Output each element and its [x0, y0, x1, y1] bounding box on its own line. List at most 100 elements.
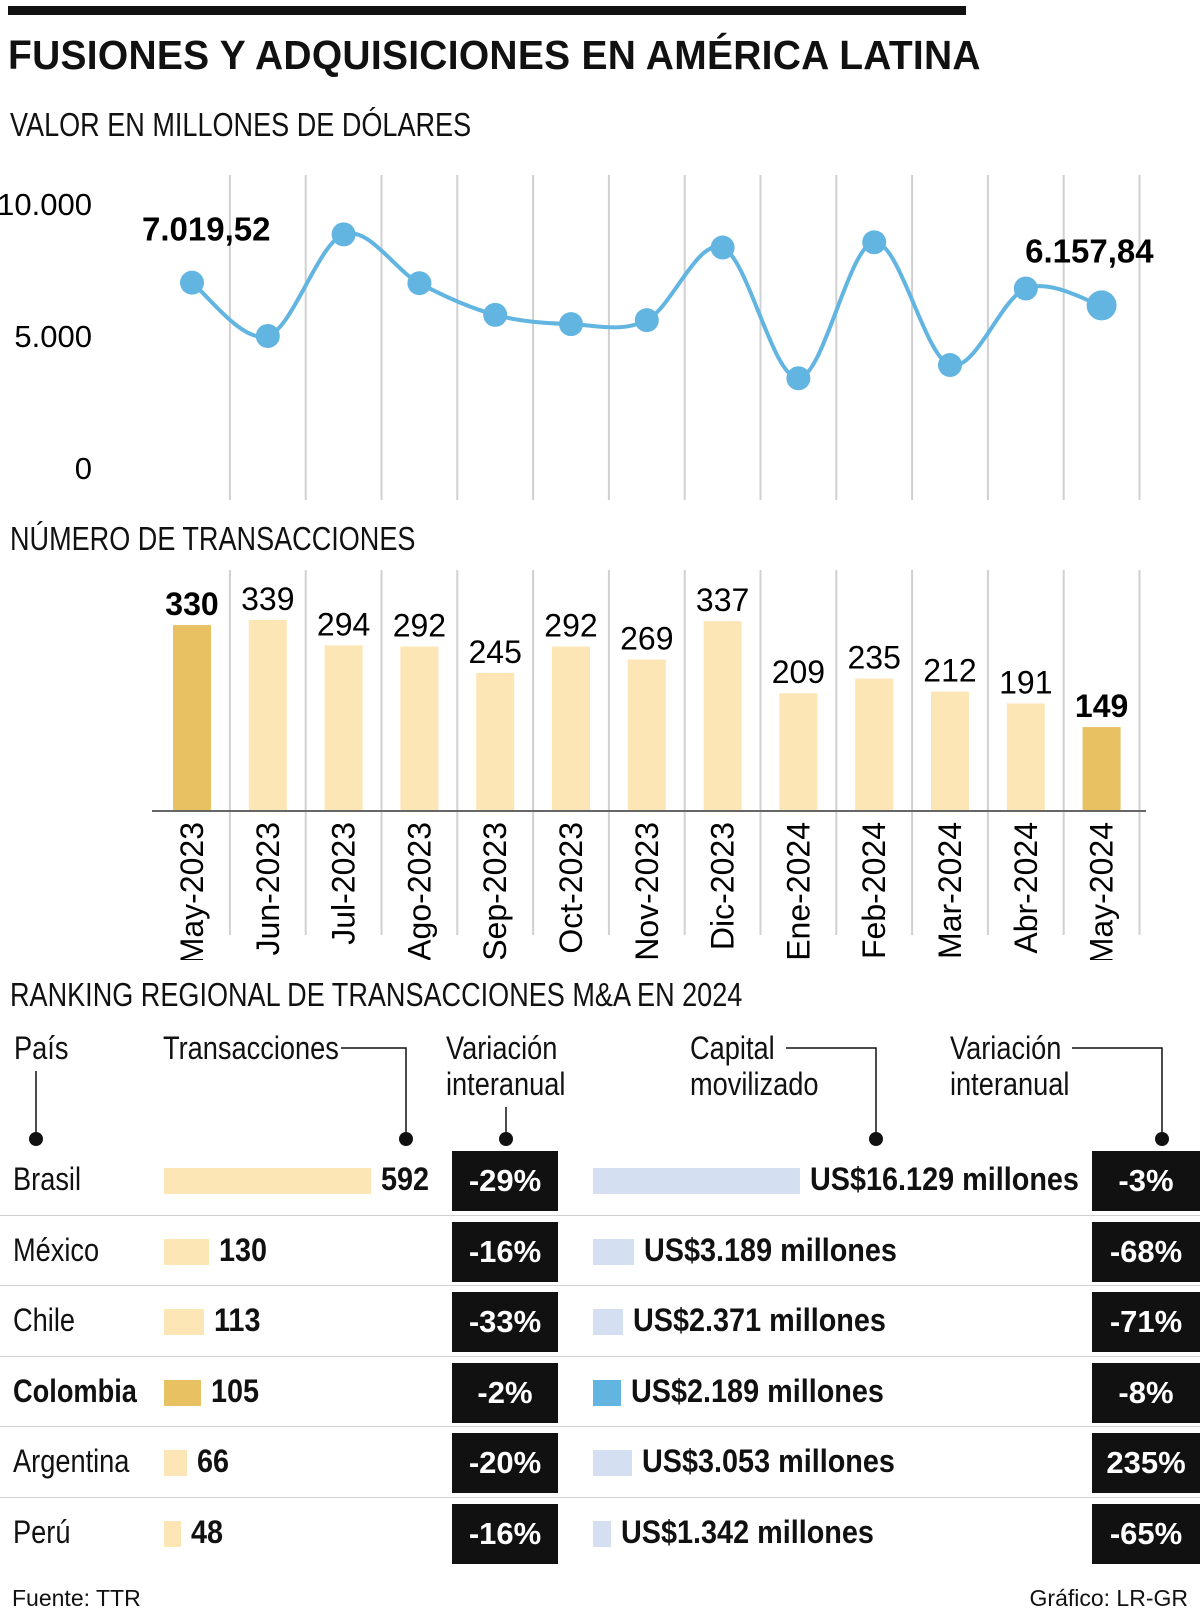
ranking-title: RANKING REGIONAL DE TRANSACCIONES M&A EN…: [10, 976, 743, 1013]
bar-value-label: 292: [544, 607, 597, 643]
bar: [627, 659, 666, 811]
row-divider: [0, 1497, 1200, 1498]
row-divider: [0, 1426, 1200, 1428]
row-divider: [0, 1285, 1200, 1287]
header-transacciones: Transacciones: [163, 1030, 339, 1066]
bar: [1082, 727, 1121, 811]
variation-badge: -2%: [452, 1362, 558, 1423]
bar-value-label: 330: [165, 586, 218, 622]
transactions-bar: [164, 1238, 210, 1265]
x-tick-label: Mar-2024: [932, 822, 968, 959]
bar-value-label: 209: [772, 654, 825, 690]
variation-badge: -68%: [1092, 1221, 1200, 1282]
x-tick-label: Dic-2023: [705, 822, 741, 950]
transactions-bar: [164, 1379, 201, 1406]
bar-value-label: 269: [620, 620, 673, 656]
ranking-connectors: [29, 1047, 1169, 1146]
capital-bar: [593, 1379, 622, 1406]
x-tick-label: Ene-2024: [780, 822, 816, 960]
variation-badge: -71%: [1092, 1292, 1200, 1353]
bar: [855, 678, 894, 811]
line-point: [483, 302, 508, 327]
dot-var2: [1155, 1132, 1169, 1146]
x-tick-label: May-2024: [1084, 822, 1120, 960]
bar: [248, 620, 287, 811]
x-tick-label: Feb-2024: [856, 822, 892, 959]
bar: [476, 672, 515, 811]
dot-var1: [499, 1132, 513, 1146]
credit-note: Gráfico: LR-GR: [1029, 1585, 1188, 1611]
line-point: [634, 308, 659, 333]
transactions-bar: [164, 1521, 181, 1547]
bar: [1006, 703, 1045, 811]
bar-value-label: 294: [317, 606, 370, 642]
bar: [324, 645, 363, 811]
transactions-bar: [164, 1168, 371, 1194]
transactions-value: 48: [190, 1514, 223, 1550]
transactions-value: 113: [213, 1302, 260, 1339]
country-name: Argentina: [13, 1443, 130, 1480]
country-name: Perú: [13, 1514, 71, 1550]
header-variacion-2: Variación interanual: [950, 1030, 1070, 1102]
series-line: [190, 231, 1103, 381]
header-pais: País: [14, 1030, 69, 1066]
variation-badge: -65%: [1092, 1504, 1200, 1564]
capital-value: US$2.189 millones: [631, 1372, 885, 1409]
capital-bar: [593, 1238, 634, 1265]
dot-pais: [29, 1132, 43, 1146]
line-chart-title: VALOR EN MILLONES DE DÓLARES: [10, 106, 472, 143]
bar: [931, 691, 969, 811]
x-tick-label: Oct-2023: [553, 822, 589, 954]
variation-badge: -33%: [452, 1292, 558, 1353]
y-tick-label: 10.000: [0, 187, 92, 222]
dot-transacciones: [399, 1132, 413, 1146]
bar: [400, 646, 439, 811]
bar: [173, 625, 211, 811]
line-point: [862, 230, 887, 255]
variation-badge: -29%: [452, 1151, 558, 1211]
transactions-bar: [164, 1450, 188, 1477]
country-name: Brasil: [13, 1161, 82, 1197]
capital-bar: [593, 1450, 633, 1477]
transactions-value: 105: [210, 1372, 259, 1409]
bar-value-label: 191: [999, 664, 1052, 700]
x-tick-label: Jul-2023: [326, 822, 362, 945]
line-point: [1013, 276, 1038, 301]
transactions-value: 130: [219, 1231, 268, 1268]
transactions-value: 66: [197, 1443, 230, 1480]
bar: [703, 621, 742, 811]
y-tick-label: 5.000: [14, 319, 92, 354]
transactions-value: 592: [381, 1161, 430, 1197]
country-name: Chile: [13, 1302, 75, 1339]
data-label-last: 6.157,84: [1025, 232, 1154, 269]
line-chart: 10.000 5.000 0 7.019,52 6.157,84: [0, 175, 1154, 500]
capital-value: US$3.053 millones: [642, 1443, 896, 1480]
line-point: [559, 312, 583, 337]
bar: [779, 693, 818, 811]
capital-bar: [593, 1521, 611, 1547]
header-capital: Capital movilizado: [690, 1030, 819, 1102]
line-point: [331, 222, 356, 247]
bar-value-label: 235: [848, 640, 901, 676]
capital-value: US$1.342 millones: [621, 1514, 874, 1550]
bar: [552, 646, 590, 811]
x-tick-label: Jun-2023: [250, 822, 286, 955]
line-point: [180, 270, 204, 295]
capital-bar: [593, 1309, 624, 1336]
x-tick-label: Abr-2024: [1008, 822, 1044, 954]
capital-value: US$16.129 millones: [810, 1161, 1079, 1197]
variation-badge: -8%: [1092, 1362, 1200, 1423]
line-point: [407, 271, 432, 296]
capital-value: US$2.371 millones: [633, 1302, 887, 1339]
transactions-bar: [164, 1309, 204, 1336]
x-tick-label: Ago-2023: [401, 822, 437, 960]
country-name: Colombia: [13, 1372, 137, 1409]
capital-bar: [593, 1168, 800, 1194]
row-divider: [0, 1355, 1200, 1357]
bar-value-label: 245: [469, 634, 522, 670]
x-tick-label: May-2023: [174, 822, 210, 960]
x-tick-label: Nov-2023: [629, 822, 665, 960]
line-point: [1086, 290, 1117, 321]
data-label-first: 7.019,52: [142, 211, 270, 248]
